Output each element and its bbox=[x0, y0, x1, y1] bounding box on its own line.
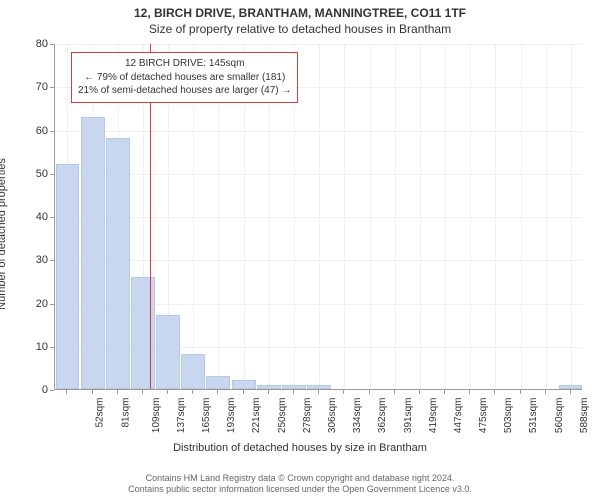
x-tick-mark bbox=[444, 390, 445, 394]
plot-region: 12 BIRCH DRIVE: 145sqm ← 79% of detached… bbox=[54, 44, 582, 390]
x-tick-label: 165sqm bbox=[201, 398, 212, 434]
x-tick-label: 334sqm bbox=[352, 398, 363, 434]
x-tick-mark bbox=[494, 390, 495, 394]
x-tick-mark bbox=[318, 390, 319, 394]
x-tick-label: 391sqm bbox=[403, 398, 414, 434]
x-tick-mark bbox=[545, 390, 546, 394]
x-tick-label: 419sqm bbox=[428, 398, 439, 434]
callout-line-1: 12 BIRCH DRIVE: 145sqm bbox=[78, 57, 291, 71]
x-tick-mark bbox=[394, 390, 395, 394]
histogram-bar bbox=[282, 385, 306, 389]
x-tick-label: 588sqm bbox=[579, 398, 590, 434]
x-tick-label: 221sqm bbox=[251, 398, 262, 434]
histogram-bar bbox=[206, 376, 230, 389]
y-tick-label: 20 bbox=[8, 298, 48, 310]
x-tick-mark bbox=[243, 390, 244, 394]
y-tick-label: 60 bbox=[8, 125, 48, 137]
x-tick-label: 250sqm bbox=[277, 398, 288, 434]
x-tick-mark bbox=[469, 390, 470, 394]
x-tick-label: 193sqm bbox=[226, 398, 237, 434]
x-tick-mark bbox=[142, 390, 143, 394]
y-tick-label: 10 bbox=[8, 341, 48, 353]
x-tick-mark bbox=[92, 390, 93, 394]
x-tick-mark bbox=[217, 390, 218, 394]
y-tick-label: 50 bbox=[8, 168, 48, 180]
histogram-bar bbox=[559, 385, 583, 389]
y-tick-mark bbox=[50, 87, 54, 88]
y-tick-mark bbox=[50, 217, 54, 218]
histogram-bar bbox=[106, 138, 130, 389]
x-tick-mark bbox=[167, 390, 168, 394]
histogram-bar bbox=[307, 385, 331, 389]
x-tick-label: 531sqm bbox=[528, 398, 539, 434]
histogram-bar bbox=[156, 315, 180, 389]
y-tick-mark bbox=[50, 390, 54, 391]
y-tick-mark bbox=[50, 347, 54, 348]
y-tick-label: 70 bbox=[8, 81, 48, 93]
x-tick-label: 362sqm bbox=[377, 398, 388, 434]
histogram-bar bbox=[181, 354, 205, 389]
y-tick-label: 0 bbox=[8, 384, 48, 396]
x-axis-label: Distribution of detached houses by size … bbox=[0, 442, 600, 454]
x-tick-label: 109sqm bbox=[151, 398, 162, 434]
chart-subtitle: Size of property relative to detached ho… bbox=[0, 20, 600, 40]
chart-area: Number of detached properties 12 BIRCH D… bbox=[0, 38, 600, 430]
x-tick-mark bbox=[520, 390, 521, 394]
attribution-footer: Contains HM Land Registry data © Crown c… bbox=[0, 473, 600, 496]
y-tick-label: 80 bbox=[8, 38, 48, 50]
y-tick-mark bbox=[50, 44, 54, 45]
histogram-bar bbox=[131, 277, 155, 389]
x-tick-label: 137sqm bbox=[176, 398, 187, 434]
footer-line-2: Contains public sector information licen… bbox=[0, 484, 600, 496]
x-tick-mark bbox=[66, 390, 67, 394]
y-axis-label: Number of detached properties bbox=[0, 82, 8, 234]
histogram-bar bbox=[81, 117, 105, 389]
y-tick-mark bbox=[50, 304, 54, 305]
x-tick-mark bbox=[343, 390, 344, 394]
x-tick-mark bbox=[192, 390, 193, 394]
address-title: 12, BIRCH DRIVE, BRANTHAM, MANNINGTREE, … bbox=[0, 0, 600, 20]
y-tick-mark bbox=[50, 260, 54, 261]
x-tick-mark bbox=[268, 390, 269, 394]
x-tick-mark bbox=[570, 390, 571, 394]
x-tick-label: 278sqm bbox=[302, 398, 313, 434]
x-tick-label: 475sqm bbox=[478, 398, 489, 434]
x-tick-mark bbox=[117, 390, 118, 394]
y-tick-label: 30 bbox=[8, 254, 48, 266]
property-callout: 12 BIRCH DRIVE: 145sqm ← 79% of detached… bbox=[71, 52, 298, 103]
x-tick-label: 447sqm bbox=[453, 398, 464, 434]
histogram-bar bbox=[56, 164, 80, 389]
histogram-bar bbox=[232, 380, 256, 389]
x-tick-mark bbox=[419, 390, 420, 394]
footer-line-1: Contains HM Land Registry data © Crown c… bbox=[0, 473, 600, 485]
x-tick-mark bbox=[369, 390, 370, 394]
callout-line-3: 21% of semi-detached houses are larger (… bbox=[78, 84, 291, 98]
histogram-bar bbox=[257, 385, 281, 389]
y-tick-mark bbox=[50, 131, 54, 132]
y-tick-mark bbox=[50, 174, 54, 175]
x-tick-label: 306sqm bbox=[327, 398, 338, 434]
x-tick-label: 503sqm bbox=[503, 398, 514, 434]
x-tick-mark bbox=[293, 390, 294, 394]
callout-line-2: ← 79% of detached houses are smaller (18… bbox=[78, 71, 291, 85]
y-tick-label: 40 bbox=[8, 211, 48, 223]
x-tick-label: 560sqm bbox=[554, 398, 565, 434]
x-tick-label: 81sqm bbox=[121, 398, 132, 428]
x-tick-label: 52sqm bbox=[95, 398, 106, 428]
